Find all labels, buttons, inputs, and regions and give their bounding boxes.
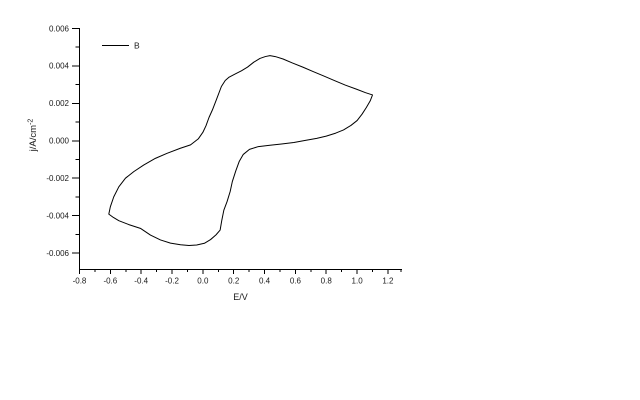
x-axis-label: E/V xyxy=(233,292,248,302)
x-tick-label: -0.8 xyxy=(73,277,87,286)
y-axis-minor-ticks xyxy=(75,46,80,235)
x-axis-tick-labels: -0.8 -0.6 -0.4 -0.2 0.0 0.2 0.4 0.6 0.8 1.0 1.2 xyxy=(73,277,394,286)
legend-label: B xyxy=(134,41,140,51)
y-axis-label-superscript: -2 xyxy=(28,119,35,125)
x-tick-label: 0.2 xyxy=(228,277,240,286)
y-tick-label: 0.004 xyxy=(49,62,70,71)
legend: B xyxy=(102,41,140,51)
x-tick-label: 0.6 xyxy=(290,277,302,286)
y-tick-label: 0.000 xyxy=(49,137,70,146)
x-axis-major-ticks xyxy=(79,269,389,274)
x-tick-label: -0.2 xyxy=(165,277,179,286)
y-tick-label: 0.006 xyxy=(49,24,70,33)
y-tick-label: -0.006 xyxy=(46,249,69,258)
y-tick-label: -0.002 xyxy=(46,174,69,183)
y-axis-label: j/A/cm-2 xyxy=(28,119,40,153)
y-axis-major-ticks xyxy=(72,28,80,254)
cv-curve-series-B xyxy=(108,55,374,247)
x-tick-label: -0.6 xyxy=(103,277,117,286)
y-tick-label: 0.002 xyxy=(49,99,70,108)
y-tick-label: -0.004 xyxy=(46,211,69,220)
y-axis-label-main: j/A/cm xyxy=(28,125,39,152)
x-tick-label: 1.0 xyxy=(352,277,364,286)
x-tick-label: 0.4 xyxy=(259,277,271,286)
x-tick-label: 0.0 xyxy=(197,277,209,286)
x-tick-label: 1.2 xyxy=(382,277,394,286)
x-axis-minor-ticks xyxy=(94,269,402,272)
x-tick-label: 0.8 xyxy=(321,277,333,286)
x-tick-label: -0.4 xyxy=(134,277,148,286)
y-axis-tick-labels: 0.006 0.004 0.002 0.000 -0.002 -0.004 -0.006 xyxy=(46,24,69,258)
